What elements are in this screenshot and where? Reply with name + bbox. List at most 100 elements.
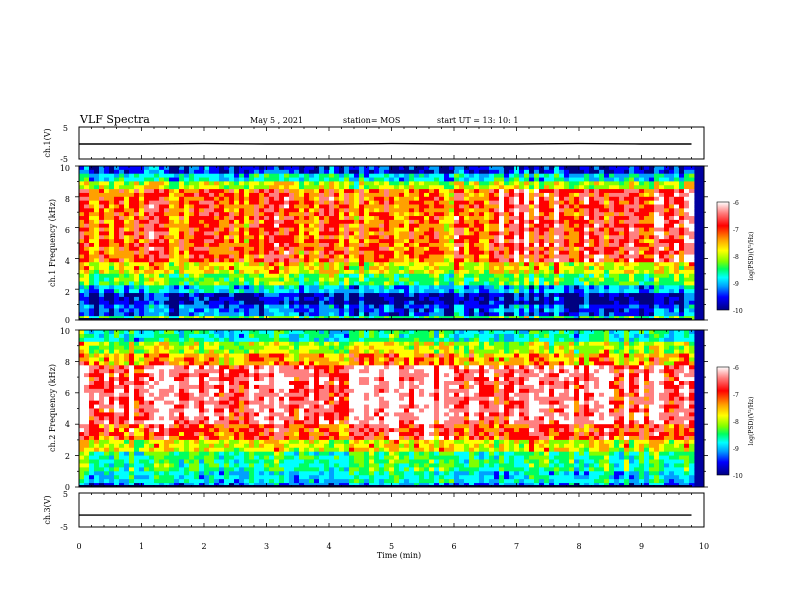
spectrogram-cell <box>194 166 200 171</box>
spectrogram-cell <box>379 235 385 240</box>
spectrogram-cell <box>159 254 165 259</box>
spectrogram-cell <box>644 177 650 182</box>
spectrogram-cell <box>644 262 650 267</box>
spectrogram-cell <box>309 250 315 255</box>
spectrogram-cell <box>134 281 140 286</box>
spectrogram-cell <box>439 177 445 182</box>
spectrogram-cell <box>214 212 220 217</box>
spectrogram-cell <box>249 173 255 178</box>
spectrogram-cell <box>324 223 330 228</box>
spectrogram-cell <box>504 185 510 190</box>
spectrogram-cell <box>359 281 365 286</box>
spectrogram-cell <box>494 273 500 279</box>
spectrogram-cell <box>459 262 465 267</box>
spectrogram-cell <box>519 246 525 252</box>
spectrogram-cell <box>619 227 625 232</box>
spectrogram-cell <box>334 262 340 267</box>
spectrogram-cell <box>329 185 335 190</box>
spectrogram-cell <box>354 300 360 305</box>
spectrogram-cell <box>654 223 660 228</box>
spectrogram-cell <box>549 216 555 221</box>
spectrogram-cell <box>664 189 670 194</box>
spectrogram-cell <box>259 285 265 290</box>
spectrogram-cell <box>479 181 485 186</box>
spectrogram-cell <box>239 300 245 305</box>
spectrogram-cell <box>419 219 425 225</box>
spectrogram-cell <box>314 285 320 290</box>
spectrogram-cell <box>374 166 380 171</box>
spectrogram-cell <box>199 216 205 221</box>
spectrogram-cell <box>359 269 365 275</box>
spectrogram-cell <box>624 293 630 298</box>
spectrogram-cell <box>174 281 180 286</box>
spectrogram-cell <box>104 208 110 213</box>
spectrogram-cell <box>504 281 510 286</box>
spectrogram-cell <box>299 216 305 221</box>
spectrogram-cell <box>179 192 185 198</box>
spectrogram-cell <box>284 231 290 236</box>
spectrogram-cell <box>439 296 445 302</box>
spectrogram-cell <box>429 250 435 255</box>
spectrogram-cell <box>589 296 595 302</box>
spectrogram-cell <box>484 166 490 171</box>
spectrogram-cell <box>474 296 480 302</box>
spectrogram-cell <box>219 173 225 178</box>
spectrogram-cell <box>339 219 345 225</box>
spectrogram-cell <box>394 258 400 263</box>
spectrogram-cell <box>429 258 435 263</box>
spectrogram-cell <box>194 231 200 236</box>
spectrogram-cell <box>264 181 270 186</box>
spectrogram-cell <box>664 227 670 232</box>
spectrogram-cell <box>84 173 90 178</box>
spectrogram-cell <box>624 235 630 240</box>
spectrogram-cell <box>649 258 655 263</box>
spectrogram-cell <box>189 223 195 228</box>
spectrogram-cell <box>94 227 100 232</box>
spectrogram-cell <box>494 231 500 236</box>
spectrogram-cell <box>274 169 280 175</box>
spectrogram-cell <box>614 169 620 175</box>
spectrogram-cell <box>654 243 660 248</box>
spectrogram-cell <box>599 254 605 259</box>
spectrogram-cell <box>644 258 650 263</box>
spectrogram-cell <box>259 239 265 244</box>
spectrogram-cell <box>79 333 85 339</box>
spectrogram-cell <box>244 208 250 213</box>
spectrogram-cell <box>79 471 85 476</box>
spectrogram-cell <box>604 166 610 171</box>
spectrogram-cell <box>464 273 470 279</box>
spectrogram-cell <box>179 312 185 317</box>
spectrogram-cell <box>339 269 345 275</box>
spectrogram-cell <box>284 262 290 267</box>
spectrogram-cell <box>284 273 290 279</box>
spectrogram-cell <box>364 169 370 175</box>
spectrogram-cell <box>584 300 590 305</box>
spectrogram-cell <box>479 173 485 178</box>
spectrogram-cell <box>364 289 370 294</box>
spectrogram-cell <box>544 239 550 244</box>
spectrogram-cell <box>219 266 225 271</box>
spectrogram-cell <box>249 258 255 263</box>
spectrogram-cell <box>154 262 160 267</box>
spectrogram-cell <box>449 246 455 252</box>
spectrogram-cell <box>384 250 390 255</box>
spectrogram-cell <box>634 262 640 267</box>
spectrogram-cell <box>654 204 660 209</box>
spectrogram-cell <box>274 239 280 244</box>
spectrogram-cell <box>249 181 255 186</box>
spectrogram-cell <box>584 166 590 171</box>
spectrogram-cell <box>584 231 590 236</box>
spectrogram-cell <box>294 173 300 178</box>
spectrogram-cell <box>624 208 630 213</box>
spectrogram-cell <box>664 177 670 182</box>
spectrogram-cell <box>319 239 325 244</box>
spectrogram-cell <box>414 258 420 263</box>
spectrogram-cell <box>384 173 390 178</box>
spectrogram-cell <box>214 166 220 171</box>
spectrogram-cell <box>609 200 615 205</box>
spectrogram-cell <box>459 246 465 252</box>
spectrogram-cell <box>204 269 210 275</box>
spectrogram-cell <box>324 189 330 194</box>
spectrogram-cell <box>174 273 180 279</box>
spectrogram-cell <box>419 254 425 259</box>
